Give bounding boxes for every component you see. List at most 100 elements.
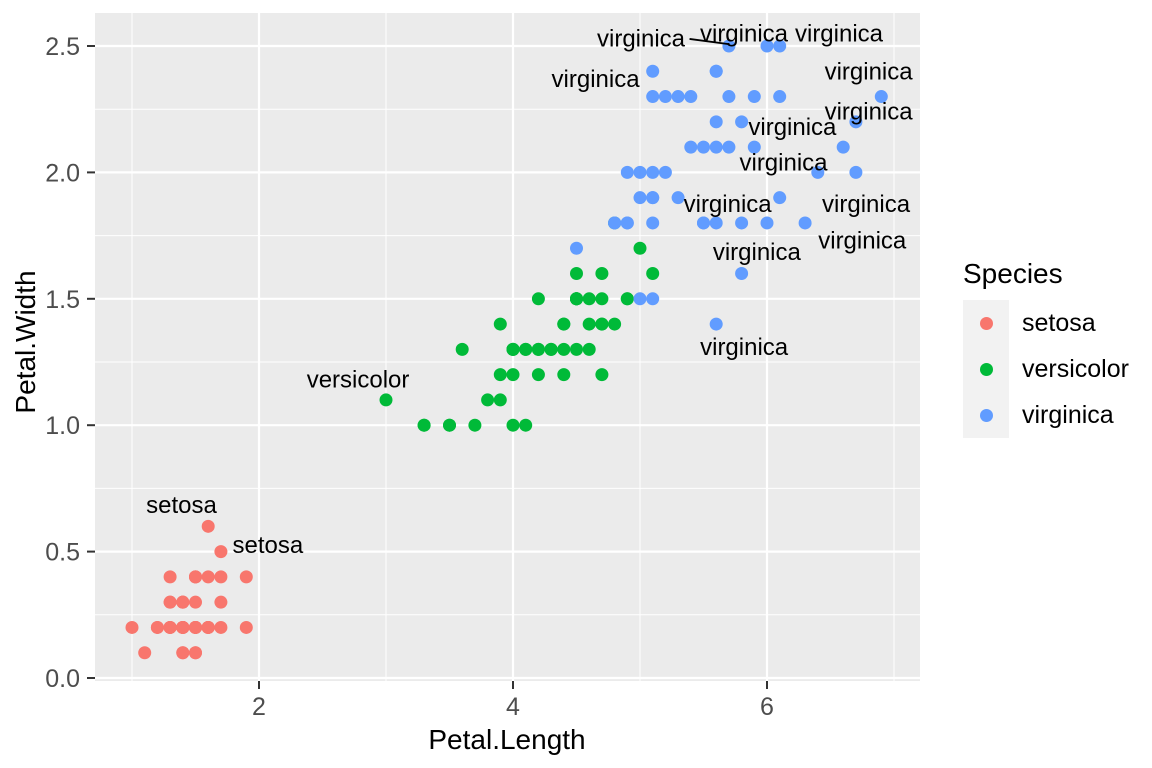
scatter-point-virginica — [735, 216, 749, 230]
scatter-point-setosa — [176, 646, 190, 660]
scatter-point-virginica — [646, 292, 660, 306]
scatter-point-versicolor — [608, 317, 622, 331]
scatter-point-virginica — [620, 165, 634, 179]
scatter-point-setosa — [189, 595, 202, 609]
scatter-point-versicolor — [582, 317, 596, 331]
scatter-point-virginica — [709, 115, 723, 129]
scatter-point-setosa — [201, 620, 215, 634]
scatter-point-setosa — [189, 570, 202, 584]
scatter-point-virginica — [722, 140, 736, 154]
legend-label-setosa: setosa — [1022, 308, 1096, 337]
scatter-point-virginica — [684, 140, 698, 154]
point-label-virginica: virginica — [822, 191, 911, 218]
point-label-virginica: virginica — [748, 114, 837, 141]
legend-keys: setosa versicolor virginica — [963, 300, 1129, 438]
scatter-point-setosa — [214, 620, 228, 634]
scatter-point-virginica — [633, 191, 647, 205]
scatter-point-versicolor — [557, 368, 571, 382]
scatter-point-virginica — [747, 140, 761, 154]
x-tick-label: 2 — [252, 693, 266, 721]
legend-label-versicolor: versicolor — [1022, 354, 1129, 383]
scatter-point-setosa — [150, 620, 164, 634]
legend-item-versicolor: versicolor — [963, 346, 1129, 392]
scatter-point-setosa — [163, 595, 177, 609]
scatter-point-versicolor — [443, 418, 456, 432]
scatter-point-versicolor — [595, 267, 609, 281]
scatter-point-virginica — [722, 90, 736, 104]
leader-line — [689, 38, 730, 46]
scatter-point-versicolor — [570, 292, 583, 306]
scatter-point-virginica — [760, 216, 774, 230]
scatter-point-setosa — [201, 570, 215, 584]
scatter-point-versicolor — [646, 267, 660, 281]
scatter-point-versicolor — [633, 241, 647, 255]
scatter-point-virginica — [735, 267, 749, 281]
scatter-point-versicolor — [417, 418, 431, 432]
x-tick-label: 6 — [760, 693, 774, 721]
scatter-point-setosa — [201, 519, 215, 533]
scatter-point-setosa — [163, 570, 177, 584]
point-label-versicolor: versicolor — [307, 367, 410, 394]
scatter-point-versicolor — [620, 292, 634, 306]
legend-key-box — [963, 392, 1009, 438]
scatter-point-setosa — [239, 620, 253, 634]
scatter-point-versicolor — [531, 292, 545, 306]
y-tick-label: 2.0 — [45, 159, 80, 187]
point-label-virginica: virginica — [795, 20, 884, 47]
scatter-point-versicolor — [455, 342, 469, 356]
y-tick-label: 0.5 — [45, 539, 80, 567]
scatter-point-versicolor — [531, 368, 545, 382]
scatter-point-versicolor — [468, 418, 482, 432]
scatter-point-virginica — [646, 165, 660, 179]
legend-point-versicolor — [979, 362, 993, 376]
scatter-point-virginica — [709, 64, 723, 78]
scatter-point-virginica — [671, 191, 685, 205]
point-label-virginica: virginica — [825, 58, 914, 85]
scatter-point-virginica — [773, 191, 787, 205]
scatter-point-virginica — [798, 216, 812, 230]
scatter-point-versicolor — [531, 342, 545, 356]
scatter-point-virginica — [646, 90, 660, 104]
scatter-point-setosa — [176, 620, 190, 634]
point-label-setosa: setosa — [233, 532, 304, 559]
legend-point-setosa — [979, 316, 993, 330]
y-tick-label: 0.0 — [45, 665, 80, 693]
scatter-point-versicolor — [506, 368, 520, 382]
scatter-point-virginica — [646, 64, 660, 78]
scatter-point-virginica — [773, 90, 787, 104]
scatter-point-virginica — [697, 140, 710, 154]
y-tick-label: 1.5 — [45, 286, 80, 314]
scatter-point-versicolor — [595, 317, 609, 331]
scatter-point-versicolor — [493, 393, 507, 407]
scatter-point-versicolor — [519, 418, 533, 432]
scatter-point-virginica — [874, 90, 888, 104]
scatter-point-versicolor — [506, 418, 520, 432]
scatter-point-versicolor — [557, 342, 571, 356]
point-label-virginica: virginica — [713, 239, 802, 266]
scatter-point-versicolor — [570, 267, 583, 281]
scatter-point-virginica — [722, 39, 736, 53]
scatter-point-virginica — [709, 317, 723, 331]
scatter-point-virginica — [811, 165, 825, 179]
scatter-point-virginica — [633, 292, 647, 306]
scatter-point-setosa — [214, 570, 228, 584]
scatter-point-setosa — [239, 570, 253, 584]
x-tick-label: 4 — [506, 693, 520, 721]
point-label-virginica: virginica — [597, 25, 686, 52]
scatter-point-virginica — [570, 241, 583, 255]
scatter-point-versicolor — [379, 393, 393, 407]
point-label-virginica: virginica — [700, 334, 789, 361]
scatter-point-setosa — [189, 620, 202, 634]
y-tick-label: 2.5 — [45, 33, 80, 61]
legend-title: Species — [963, 258, 1063, 289]
scatter-point-virginica — [608, 216, 622, 230]
scatter-point-virginica — [684, 90, 698, 104]
scatter-point-versicolor — [595, 368, 609, 382]
point-label-virginica: virginica — [825, 99, 914, 126]
scatter-point-virginica — [620, 216, 634, 230]
scatter-point-virginica — [836, 140, 850, 154]
scatter-point-virginica — [697, 216, 710, 230]
y-axis-title: Petal.Width — [10, 270, 41, 414]
scatter-point-virginica — [760, 39, 774, 53]
